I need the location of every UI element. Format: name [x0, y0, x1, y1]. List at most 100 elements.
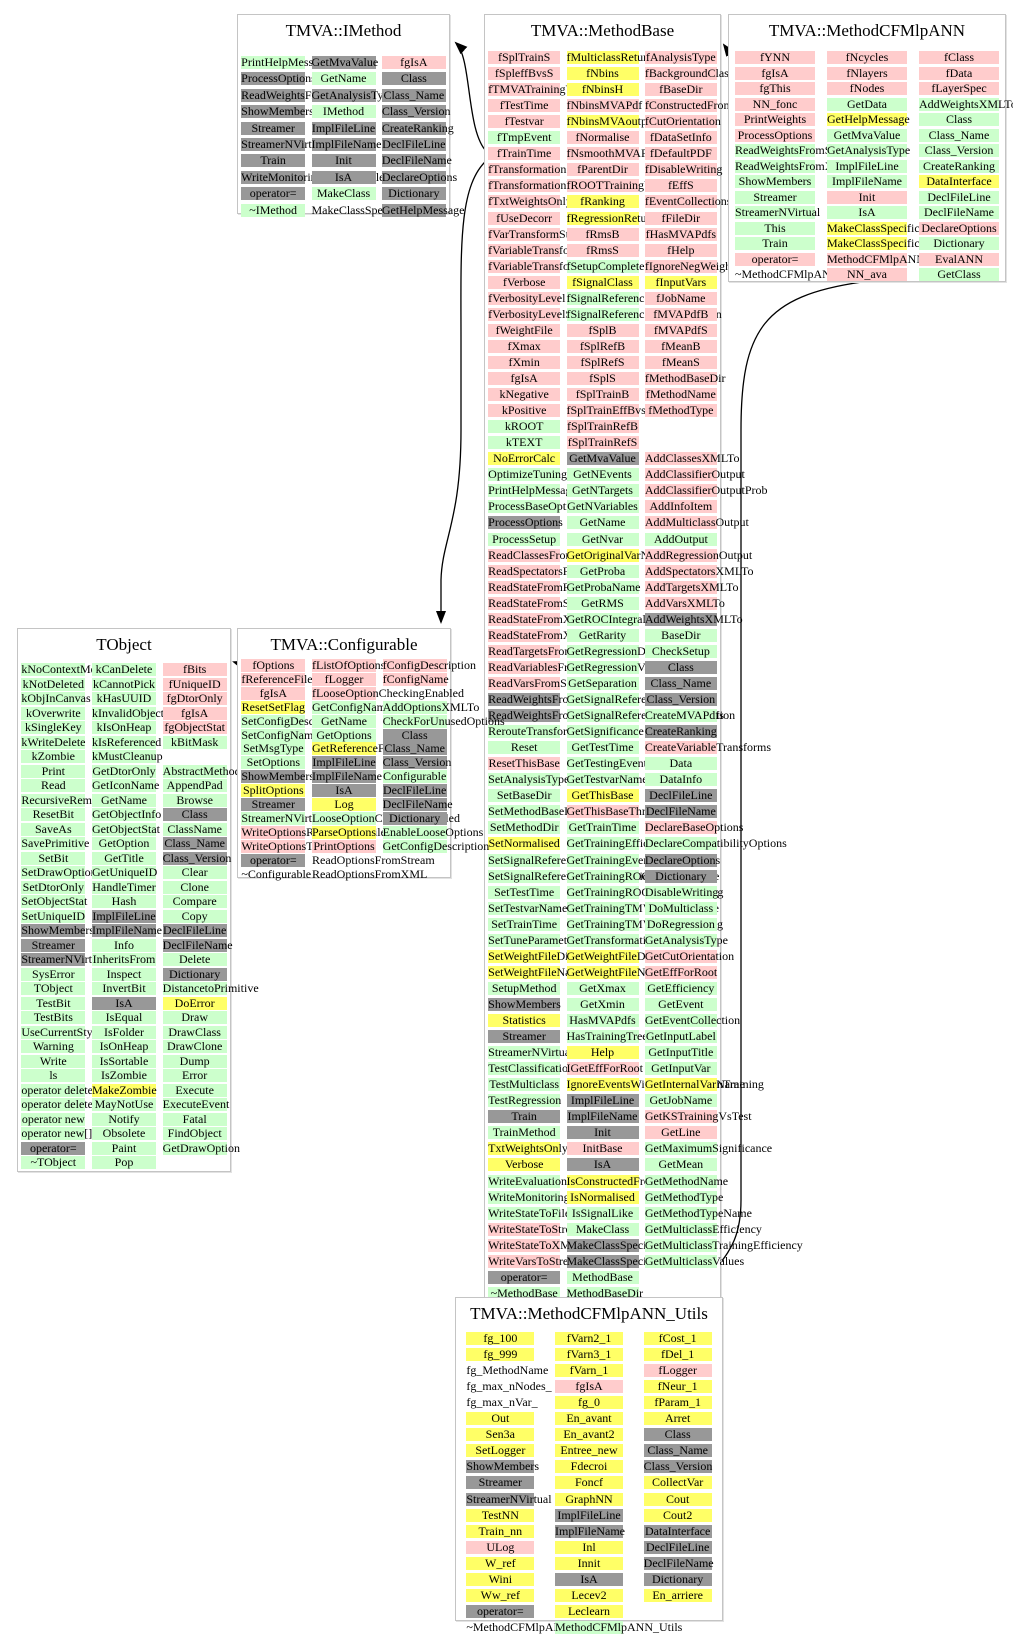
member-cell: fSplTrainB	[566, 388, 639, 402]
member-cell: AddSpectatorsXMLTo	[644, 563, 754, 578]
member-cell: GetDtorOnly	[92, 763, 156, 778]
member-cell: operator=	[241, 187, 306, 201]
member-cell: GetNEvents	[566, 468, 639, 482]
member-cell: AddMulticlassOutput	[644, 515, 749, 530]
member-cell: SetTestvarName	[488, 900, 568, 915]
member-cell: ImplFileLine	[566, 1094, 639, 1108]
member-cell: DrawClass	[162, 1025, 227, 1039]
member-cell: SetupMethod	[488, 981, 561, 995]
member-cell: fTMVATrainingVersion	[488, 82, 603, 97]
member-cell: InvertBit	[92, 982, 156, 995]
class-title: TObject	[96, 635, 152, 654]
member-cell: GetWeightFileName	[566, 964, 666, 979]
member-cell: kROOT	[488, 420, 561, 434]
member-cell: GetMethodName	[644, 1173, 729, 1188]
member-cell: TestBit	[21, 996, 86, 1010]
member-cell: GetNVariables	[566, 499, 639, 514]
member-cell: TestRegression	[488, 1093, 562, 1108]
member-cell: Reset	[488, 741, 561, 755]
member-cell: ReadOptionsFromStream	[312, 852, 435, 867]
member-cell: kMustCleanup	[92, 749, 163, 763]
member-cell: fg_MethodName	[466, 1363, 549, 1378]
member-cell: Hash	[92, 895, 156, 908]
member-cell: fg_max_nVar_	[466, 1395, 538, 1410]
member-cell: DisableWriting	[644, 884, 719, 899]
member-cell: ImplFileLine	[555, 1508, 623, 1522]
member-cell: SetWeightFileDir	[488, 948, 573, 963]
member-cell: Help	[566, 1046, 639, 1060]
member-cell: Dictionary	[382, 811, 447, 825]
inheritance-arrow-methodbase-to-imethod	[454, 41, 488, 153]
member-cell: IsConstructedFromWeightFile	[566, 1173, 713, 1188]
member-cell: fTrainTime	[488, 147, 561, 161]
member-cell: Class_Name	[162, 836, 227, 850]
member-cell: fLooseOptionCheckingEnabled	[312, 685, 464, 700]
member-cell: fDel_1	[643, 1348, 712, 1362]
member-cell: W_ref	[466, 1556, 535, 1570]
member-cell: This	[735, 221, 815, 235]
member-cell: fVarTransformString	[488, 226, 589, 241]
member-cell: fSplTrainRefS	[566, 435, 639, 450]
member-cell: StreamerNVirtual	[21, 952, 107, 966]
member-cell: kPositive	[488, 404, 561, 418]
member-cell: CheckSetup	[644, 644, 717, 658]
member-cell: fXmin	[488, 355, 561, 369]
member-cell: ImplFileName	[311, 137, 382, 151]
member-cell: GetTitle	[92, 851, 156, 865]
member-cell: fMeanB	[644, 339, 717, 353]
member-cell: fSplTrainRefB	[566, 419, 639, 434]
member-cell: Execute	[162, 1083, 227, 1097]
member-cell: ReadOptionsFromXML	[312, 866, 428, 881]
member-cell: CreateRanking	[644, 724, 717, 739]
member-cell: fg_max_nNodes_	[466, 1379, 552, 1394]
member-cell: fHasMVAPdfs	[644, 226, 717, 241]
member-cell: SetMethodDir	[488, 820, 561, 835]
member-cell: GetIconName	[92, 778, 160, 792]
member-cell: kCannotPick	[92, 676, 156, 691]
member-cell: LooseOptionCheckingEnabled	[312, 811, 460, 825]
member-cell: fNbins	[566, 67, 639, 81]
member-cell: GetAnalysisType	[827, 143, 911, 157]
member-cell: GetTransformationHandler	[566, 932, 697, 947]
member-cell: Print	[21, 764, 86, 778]
member-cell: GetMvaValue	[566, 452, 639, 466]
member-cell: GetTrainingEvent	[566, 852, 653, 867]
member-cell: fBackgroundClass	[644, 66, 734, 81]
member-cell: fSplRefB	[566, 339, 639, 353]
member-cell: WriteEvaluationHistosToFile	[488, 1173, 629, 1188]
class-title: TMVA::MethodCFMlpANN_Utils	[470, 1304, 708, 1323]
member-cell: Entree_new	[555, 1444, 623, 1458]
member-cell: operator=	[488, 1270, 561, 1284]
member-cell: GetMulticlassValues	[644, 1253, 745, 1268]
member-cell: fSpleffBvsS	[488, 67, 561, 81]
member-cell: GetInputTitle	[644, 1046, 717, 1060]
member-cell: fVerbosityLevelString	[488, 306, 595, 321]
member-cell: SetTuneParameters	[488, 932, 582, 947]
member-cell: EnableLooseOptions	[382, 824, 484, 839]
member-cell: GetNvar	[566, 532, 639, 546]
member-cell: GetSignalReferenceCutOrientation	[566, 709, 735, 723]
member-cell: Dictionary	[643, 1572, 712, 1586]
member-cell: Browse	[162, 793, 227, 807]
member-cell: InitBase	[566, 1142, 639, 1156]
member-cell: GetRarity	[566, 628, 639, 642]
member-cell: MakeZombie	[92, 1082, 157, 1097]
member-cell: DoError	[162, 996, 227, 1010]
member-cell: Init	[566, 1126, 639, 1140]
member-cell: IsSortable	[92, 1054, 156, 1068]
member-cell: SetTrainTime	[488, 917, 561, 931]
member-cell: ImplFileName	[566, 1109, 639, 1124]
member-cell: ShowMembers	[241, 769, 314, 784]
member-cell: SetUniqueID	[21, 908, 86, 923]
member-cell: NN_ava	[827, 268, 907, 281]
member-cell: GetProba	[566, 564, 639, 578]
member-cell: TxtWeightsOnly	[488, 1141, 568, 1156]
member-cell: GetTestTime	[566, 741, 639, 755]
member-cell: IMethod	[311, 105, 376, 119]
member-cell: Class	[919, 113, 999, 126]
member-cell: kSingleKey	[21, 721, 86, 734]
member-cell: EvalANN	[919, 252, 999, 266]
member-cell: IsA	[827, 206, 907, 219]
member-cell: DeclareOptions	[381, 169, 458, 184]
member-cell: GetEffForRoot	[644, 964, 718, 979]
